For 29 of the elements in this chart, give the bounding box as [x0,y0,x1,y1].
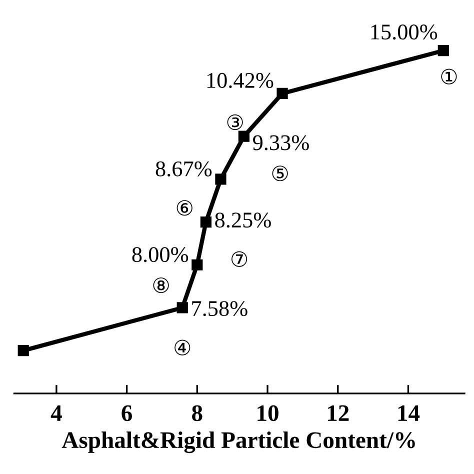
point [18,345,29,356]
annotation: ⑥ [176,200,192,216]
annotation: 8.25% [215,212,271,228]
annotation: ① [441,68,457,84]
x-tick-label: 14 [398,405,420,421]
annotation: 10.42% [207,72,274,88]
point [215,174,226,185]
annotation: 8.00% [132,247,188,262]
point [276,88,288,100]
point [438,45,449,56]
x-tick-label: 6 [122,405,132,422]
annotation: 7.58% [192,301,248,316]
annotation: ④ [174,340,190,356]
x-tick-label: 12 [328,405,349,421]
x-axis-title: Asphalt&Rigid Particle Content/% [62,432,415,454]
x-tick-label: 8 [192,405,202,422]
annotation: ⑤ [272,166,288,182]
point [238,130,250,142]
x-tick-label: 10 [258,405,278,422]
annotation: ⑦ [231,251,248,267]
annotation: 15.00% [371,24,438,40]
point [200,216,212,228]
annotation: 8.67% [156,161,212,176]
annotation: 9.33% [252,135,309,150]
annotation: ③ [227,114,243,130]
annotation: ⑧ [153,277,169,294]
point [192,259,203,270]
point [176,302,188,314]
x-tick-label: 4 [50,405,62,421]
